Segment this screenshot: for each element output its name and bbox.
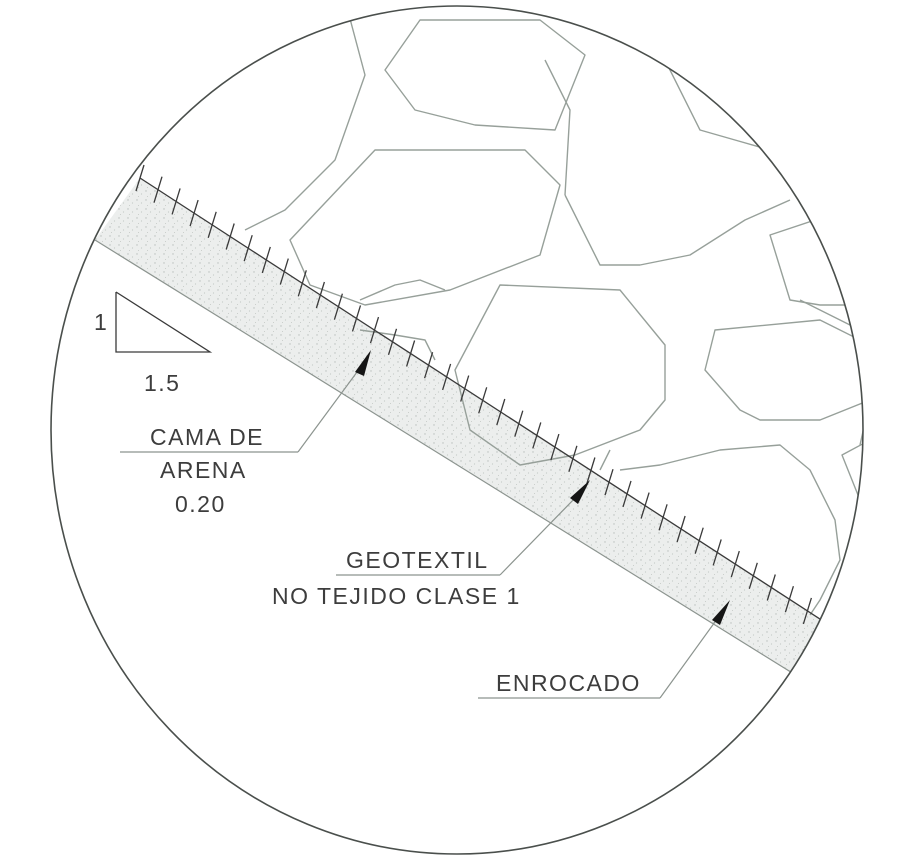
hatch-tick <box>279 258 289 285</box>
leader-arrow-icon <box>712 600 730 625</box>
hatch-tick <box>207 211 217 238</box>
sand-bed-band <box>95 178 860 715</box>
hatch-tick <box>676 515 686 543</box>
hatch-tick <box>225 223 235 250</box>
hatch-tick <box>387 328 398 355</box>
detail-circle <box>50 5 864 855</box>
hatch-tick <box>586 457 596 484</box>
hatch-tick <box>369 316 380 344</box>
hatch-tick <box>297 270 307 297</box>
hatch-tick <box>658 504 668 531</box>
hatch-tick <box>532 422 542 449</box>
hatch-tick <box>441 363 452 391</box>
sand-bed-label-line2: ARENA <box>160 457 247 483</box>
hatch-tick <box>478 387 488 414</box>
hatch-tick <box>153 176 163 203</box>
hatch-tick <box>496 398 506 426</box>
hatch-tick <box>838 621 849 648</box>
hatch-tick <box>171 188 181 215</box>
hatch-tick <box>802 597 813 625</box>
hatch-tick <box>604 469 614 496</box>
hatch-tick <box>261 246 271 274</box>
sand-bed-lower-boundary <box>94 239 861 716</box>
hatch-tick <box>351 305 362 332</box>
hatch-tick <box>730 550 740 578</box>
hatch-tick <box>712 539 722 566</box>
geotextile-label-line1: GEOTEXTIL <box>346 547 489 573</box>
hatch-tick <box>243 235 253 262</box>
hatch-tick <box>315 281 326 309</box>
slope-rise-label: 1 <box>94 309 108 335</box>
geotextile-hatch-ticks <box>135 164 849 648</box>
hatch-tick <box>550 433 560 461</box>
geotextile-line <box>139 177 861 646</box>
riprap-callout <box>478 600 730 699</box>
hatch-tick <box>784 586 795 613</box>
sand-bed-label-line1: CAMA DE <box>150 424 264 450</box>
hatch-tick <box>189 199 199 227</box>
sand-bed-callout <box>120 350 371 453</box>
slope-run-label: 1.5 <box>144 370 180 396</box>
geotextile-callout <box>336 480 590 576</box>
hatch-tick <box>640 492 650 519</box>
hatch-tick <box>748 562 758 589</box>
hatch-tick <box>514 410 524 437</box>
leader-arrow-icon <box>570 480 590 504</box>
hatch-tick <box>622 480 632 508</box>
hatch-tick <box>694 527 704 554</box>
hatch-tick <box>333 293 344 320</box>
leader-arrow-icon <box>355 350 371 376</box>
hatch-tick <box>405 340 416 367</box>
hatch-tick <box>568 445 578 472</box>
sand-bed-thickness-label: 0.20 <box>175 491 226 517</box>
hatch-tick <box>766 574 776 601</box>
hatch-tick <box>460 375 470 402</box>
geotextile-label-line2: NO TEJIDO CLASE 1 <box>272 583 521 609</box>
slope-triangle-icon <box>115 291 213 353</box>
riprap-label: ENROCADO <box>496 670 641 696</box>
hatch-tick <box>135 164 145 192</box>
hatch-tick <box>423 352 434 379</box>
